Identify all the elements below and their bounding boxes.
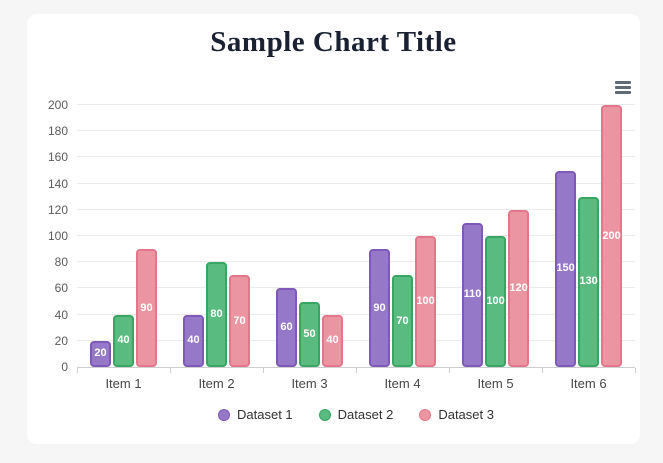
bar[interactable]: 90 <box>369 249 390 367</box>
legend-label: Dataset 2 <box>337 407 394 422</box>
bar[interactable]: 90 <box>136 249 157 367</box>
x-axis-label: Item 4 <box>384 376 421 391</box>
bar-value-label: 40 <box>326 334 339 347</box>
bar[interactable]: 100 <box>415 236 436 367</box>
chart-title: Sample Chart Title <box>210 26 457 58</box>
bar[interactable]: 120 <box>508 209 529 367</box>
bar[interactable]: 40 <box>322 314 343 367</box>
bar-value-label: 90 <box>140 301 153 314</box>
bar[interactable]: 40 <box>183 314 204 367</box>
bar[interactable]: 130 <box>578 196 599 367</box>
bar-value-label: 70 <box>396 314 409 327</box>
bar-group: 90 70 100 <box>356 105 449 367</box>
bar[interactable]: 70 <box>229 275 250 367</box>
legend-marker-icon <box>318 408 331 421</box>
gridline <box>77 287 635 289</box>
bar-value-label: 130 <box>579 275 598 288</box>
bar-value-label: 40 <box>117 334 130 347</box>
y-tick-label: 200 <box>47 98 68 112</box>
x-axis-label: Item 2 <box>198 376 235 391</box>
gridline <box>77 130 635 132</box>
bar[interactable]: 20 <box>90 340 111 367</box>
x-axis-tick <box>635 368 636 373</box>
bar-value-label: 120 <box>509 281 528 294</box>
x-axis: Item 1 Item 2 Item 3 Item 4 Item 5 Item 6 <box>77 376 635 391</box>
bar[interactable]: 40 <box>113 314 134 367</box>
bar-group: 60 50 40 <box>263 105 356 367</box>
legend-label: Dataset 1 <box>237 407 293 422</box>
chart-card: Sample Chart Title 0 20 40 60 80 100 120 140 160… <box>27 14 640 444</box>
x-axis-label: Item 5 <box>477 376 514 391</box>
x-axis-tick <box>356 368 357 373</box>
y-tick-label: 180 <box>47 124 68 139</box>
bar-value-label: 90 <box>373 301 386 314</box>
bar-value-label: 100 <box>486 295 505 307</box>
y-tick-label: 100 <box>47 229 68 243</box>
legend-item[interactable]: Dataset 1 <box>218 407 293 422</box>
bar[interactable]: 50 <box>299 301 320 367</box>
x-axis-tick <box>77 368 78 373</box>
y-tick-label: 80 <box>54 255 68 270</box>
bar-value-label: 150 <box>556 262 575 275</box>
x-axis-tick <box>170 368 171 373</box>
gridline <box>77 313 635 315</box>
bar[interactable]: 110 <box>462 222 483 367</box>
x-axis-label: Item 1 <box>105 376 142 391</box>
bar-value-label: 70 <box>233 314 246 327</box>
bar-value-label: 110 <box>463 288 482 301</box>
bar-value-label: 60 <box>280 321 293 334</box>
gridline <box>77 339 635 341</box>
x-axis-label: Item 6 <box>570 376 607 391</box>
bar-group: 110 100 120 <box>449 105 542 367</box>
bar[interactable]: 70 <box>392 275 413 367</box>
bar[interactable]: 150 <box>555 170 576 367</box>
legend-item[interactable]: Dataset 3 <box>419 407 494 422</box>
bar-value-label: 40 <box>187 334 200 347</box>
gridline <box>77 261 635 263</box>
bar-chart: 0 20 40 60 80 100 120 140 160 180 200 20 40 90 40 80 70… <box>39 99 636 422</box>
bar-value-label: 20 <box>94 347 107 360</box>
bar-group: 150 130 200 <box>542 105 635 367</box>
context-menu-button[interactable] <box>610 76 636 99</box>
legend-marker-icon <box>419 408 432 421</box>
legend: Dataset 1 Dataset 2 Dataset 3 <box>77 407 635 422</box>
y-tick-label: 140 <box>47 176 68 191</box>
y-tick-label: 0 <box>61 360 68 374</box>
x-axis-tick <box>449 368 450 373</box>
gridline <box>77 156 635 158</box>
plot-row: 0 20 40 60 80 100 120 140 160 180 200 20 40 90 40 80 70… <box>39 99 636 373</box>
bar-group: 20 40 90 <box>77 105 170 367</box>
legend-item[interactable]: Dataset 2 <box>318 407 394 422</box>
bar-value-label: 80 <box>210 308 223 321</box>
gridline <box>77 208 635 210</box>
gridline <box>77 235 635 236</box>
bar-group: 40 80 70 <box>170 105 263 367</box>
bar-value-label: 200 <box>602 229 621 242</box>
y-tick-label: 20 <box>54 333 68 348</box>
bar[interactable]: 100 <box>485 236 506 367</box>
legend-label: Dataset 3 <box>438 407 494 422</box>
y-axis: 0 20 40 60 80 100 120 140 160 180 200 <box>39 99 77 373</box>
x-axis-tick <box>542 368 543 373</box>
bar-value-label: 100 <box>416 295 435 307</box>
bar[interactable]: 80 <box>206 262 227 367</box>
hamburger-menu-icon <box>615 81 631 94</box>
x-axis-tick <box>263 368 264 373</box>
x-axis-label: Item 3 <box>291 376 328 391</box>
gridline <box>77 104 635 105</box>
y-tick-label: 120 <box>47 202 68 217</box>
legend-marker-icon <box>218 408 231 421</box>
bar-groups: 20 40 90 40 80 70 60 50 40 90 70 100 110 100 120 150 130… <box>77 105 635 367</box>
bar-value-label: 50 <box>303 327 316 340</box>
bar[interactable]: 200 <box>601 105 622 367</box>
gridline <box>77 182 635 184</box>
bar[interactable]: 60 <box>276 288 297 367</box>
y-tick-label: 160 <box>47 150 68 165</box>
plot-area: 20 40 90 40 80 70 60 50 40 90 70 100 110 100 120 150 130… <box>77 104 636 373</box>
y-tick-label: 60 <box>54 281 68 296</box>
y-tick-label: 40 <box>54 307 68 322</box>
